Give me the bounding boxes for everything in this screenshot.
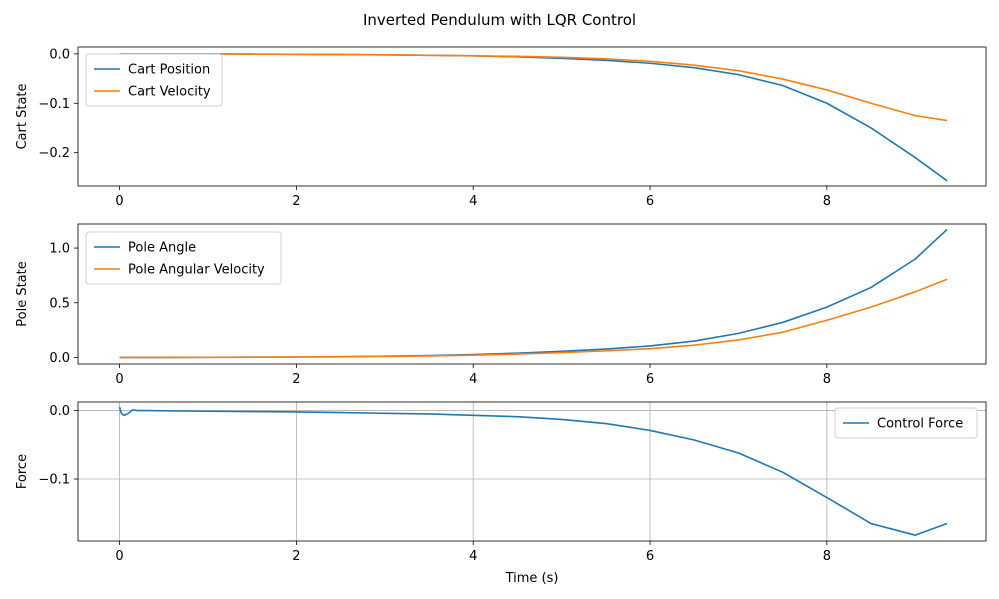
axes-frame (77, 46, 987, 187)
y-tick-label: 0.5 (49, 296, 70, 311)
axes-frame (77, 223, 987, 365)
x-axis-label: Time (s) (505, 571, 559, 586)
chart-panel-1: 0 2 4 6 8 0.0 −0.1 −0.2 Cart State Cart Position C… (15, 46, 987, 209)
chart-panel-2: 0 2 4 6 8 0.0 0.5 1.0 Pole State Pole Angle Pole A… (15, 223, 987, 387)
x-tick-label: 4 (469, 372, 477, 387)
x-tick-label: 6 (646, 372, 654, 387)
series-line-2-2 (119, 278, 948, 359)
y-axis-label: Force (15, 454, 30, 489)
series-line-3-1 (118, 406, 948, 536)
x-tick-label: 4 (469, 549, 477, 564)
x-tick-label: 0 (115, 372, 123, 387)
x-tick-label: 2 (292, 549, 300, 564)
series-line-1-2 (119, 53, 948, 122)
x-tick-label: 0 (115, 194, 123, 209)
legend-entry: Control Force (877, 417, 963, 432)
x-tick-label: 8 (823, 549, 831, 564)
y-axis-label: Pole State (15, 261, 30, 326)
x-tick-label: 2 (292, 194, 300, 209)
x-tick-label: 6 (646, 194, 654, 209)
x-tick-label: 8 (823, 372, 831, 387)
x-tick-label: 6 (646, 549, 654, 564)
axes-frame (77, 401, 987, 542)
y-tick-label: −0.2 (38, 146, 70, 161)
y-tick-label: −0.1 (38, 473, 70, 488)
x-tick-label: 4 (469, 194, 477, 209)
y-tick-label: 1.0 (49, 242, 70, 257)
x-tick-label: 0 (115, 549, 123, 564)
legend (85, 53, 223, 107)
legend (834, 407, 978, 439)
y-axis-label: Cart State (15, 83, 30, 149)
y-tick-label: −0.1 (38, 97, 70, 112)
chart-panel-3: 0 2 4 6 8 0.0 −0.1 Force Time (s) Control Force (15, 401, 987, 586)
legend-entry: Cart Position (128, 63, 210, 78)
series-line-1-1 (119, 53, 948, 182)
figure-title: Inverted Pendulum with LQR Control (363, 11, 636, 29)
x-tick-label: 2 (292, 372, 300, 387)
legend (85, 231, 282, 285)
y-tick-label: 0.0 (49, 404, 70, 419)
y-tick-label: 0.0 (49, 351, 70, 366)
legend-entry: Pole Angular Velocity (128, 263, 265, 278)
y-tick-label: 0.0 (49, 47, 70, 62)
legend-entry: Pole Angle (128, 241, 196, 256)
legend-entry: Cart Velocity (128, 85, 211, 100)
x-tick-label: 8 (823, 194, 831, 209)
